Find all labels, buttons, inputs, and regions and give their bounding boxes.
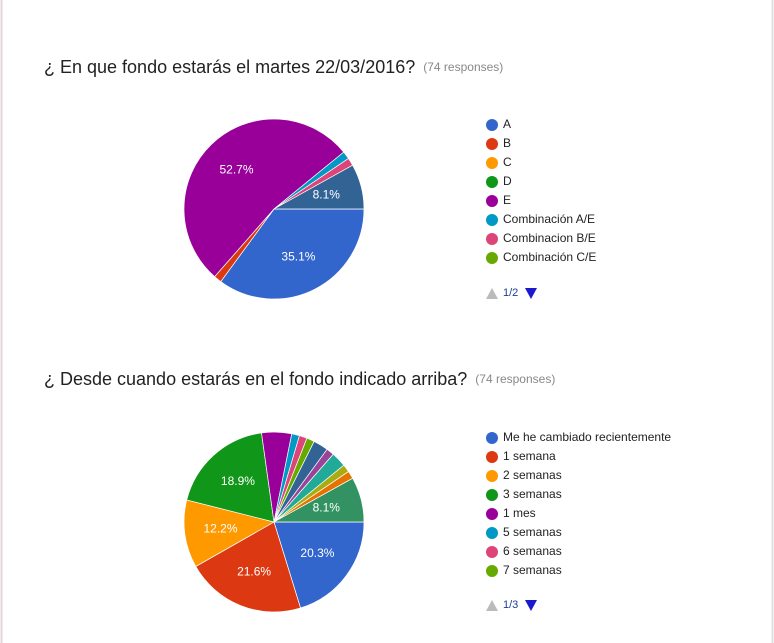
legend-swatch [486,233,498,245]
slice-label: 12.2% [203,521,237,535]
legend-swatch [486,214,498,226]
legend-prev[interactable] [486,600,498,611]
pie-slice [183,118,345,278]
pie-slice [272,164,365,210]
pie-slice [186,432,275,523]
legend-swatch [486,119,498,131]
legend-swatch [486,489,498,501]
legend-swatch [486,565,498,577]
legend-label: C [503,155,512,169]
legend-label: Combinación A/E [503,212,595,226]
legend-label: 1 mes [503,506,536,520]
legend-page: 1/2 [503,287,518,299]
chart-title: ¿ Desde cuando estarás en el fondo indic… [44,369,467,389]
pie-slice [195,521,301,613]
legend-label: 5 semanas [503,525,562,539]
legend-swatch [486,508,498,520]
chart-title: ¿ En que fondo estarás el martes 22/03/2… [44,57,415,77]
legend-prev[interactable] [486,288,498,299]
legend-swatch [486,157,498,169]
legend-label: E [503,193,511,207]
legend-next[interactable] [525,288,537,299]
legend-swatch [486,470,498,482]
pie-slice [220,208,365,300]
response-count: (74 responses) [475,372,555,386]
slice-label: 52.7% [219,162,253,176]
legend-swatch [486,176,498,188]
legend-swatch [486,527,498,539]
legend-swatch [486,252,498,264]
legend-swatch [486,451,498,463]
legend-swatch [486,432,498,444]
pie-slice [273,521,365,609]
legend-next[interactable] [525,600,537,611]
slice-label: 35.1% [281,249,315,263]
legend-swatch [486,138,498,150]
legend-label: D [503,174,512,188]
legend-label: 7 semanas [503,563,562,577]
legend-swatch [486,546,498,558]
legend-label: Combinacion B/E [503,231,596,245]
legend-label: 3 semanas [503,487,562,501]
legend-label: 6 semanas [503,544,562,558]
legend-label: 1 semana [503,449,556,463]
legend-label: 2 semanas [503,468,562,482]
slice-label: 8.1% [313,501,341,515]
legend-label: Combinación C/E [503,250,596,264]
response-count: (74 responses) [423,60,503,74]
legend-label: B [503,136,511,150]
legend-label: A [503,117,511,131]
slice-label: 8.1% [313,188,341,202]
legend-swatch [486,195,498,207]
slice-label: 21.6% [237,564,271,578]
legend-page: 1/3 [503,599,518,611]
legend-label: Me he cambiado recientemente [503,430,671,444]
slice-label: 18.9% [221,474,255,488]
slice-label: 20.3% [300,546,334,560]
pie-slice [272,477,365,523]
